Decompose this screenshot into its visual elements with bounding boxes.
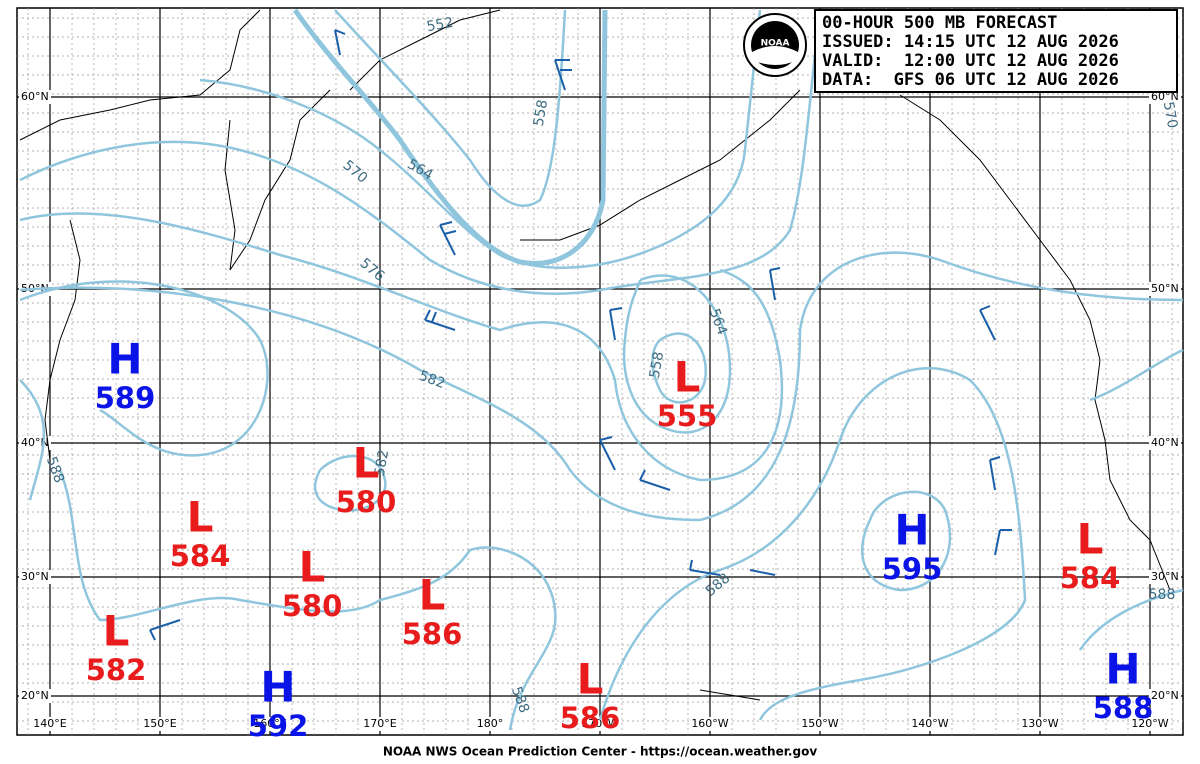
longitude-label: 150°E [143, 717, 176, 730]
center-value: 586 [402, 617, 463, 651]
footer: NOAA NWS Ocean Prediction Center - https… [383, 745, 817, 759]
label-bg [19, 570, 51, 584]
label-bg [1149, 436, 1181, 450]
height-contours [19, 8, 1184, 731]
logo: NOAA [743, 13, 807, 77]
label-bg [1149, 282, 1181, 296]
center-type: L [674, 353, 701, 402]
longitude-label: 180° [477, 717, 504, 730]
longitude-label: 120°W [1131, 717, 1168, 730]
latitude-label: 50°N [1151, 282, 1179, 295]
label-bg [470, 717, 510, 731]
contour-label: 570 [1160, 100, 1180, 129]
longitude-label: 130°W [1021, 717, 1058, 730]
header-box [814, 9, 1178, 93]
center-type: L [353, 439, 380, 488]
latitude-label: 60°N [21, 90, 49, 103]
label-bg [1130, 717, 1170, 731]
latitude-label: 20°N [21, 689, 49, 702]
label-bg [1149, 90, 1181, 104]
header-line: DATA: GFS 06 UTC 12 AUG 2026 [822, 70, 1119, 90]
center-value: 555 [657, 399, 718, 433]
latitude-label: 60°N [1151, 90, 1179, 103]
center-value: 592 [248, 709, 309, 743]
center-type: L [577, 655, 604, 704]
longitude-label: 170°W [581, 717, 618, 730]
latitude-label: 20°N [1151, 689, 1179, 702]
latitude-label: 40°N [21, 436, 49, 449]
center-type: H [107, 335, 142, 384]
label-bg [910, 717, 950, 731]
longitude-label: 170°E [363, 717, 396, 730]
longitude-label: 160°E [253, 717, 286, 730]
header-line: VALID: 12:00 UTC 12 AUG 2026 [822, 51, 1119, 71]
label-bg [580, 717, 620, 731]
center-value: 584 [1060, 561, 1121, 595]
label-bg [19, 689, 51, 703]
latitude-label: 30°N [21, 570, 49, 583]
contour-label: 588 [1149, 587, 1176, 603]
label-bg [30, 717, 70, 731]
center-type: L [419, 571, 446, 620]
label-bg [1149, 689, 1181, 703]
header-line: 00-HOUR 500 MB FORECAST [822, 13, 1057, 33]
center-type: H [260, 663, 295, 712]
wind-barbs [149, 29, 1012, 641]
center-type: H [1105, 645, 1140, 694]
center-value: 580 [282, 589, 343, 623]
label-bg [360, 717, 400, 731]
center-type: H [894, 506, 929, 555]
grid: 140°E 150°E 160°E 170°E 180° 170°W 160°W 150°W 1… [17, 8, 1183, 735]
center-type: L [1077, 515, 1104, 564]
center-type: L [103, 607, 130, 656]
label-bg [19, 90, 51, 104]
longitude-label: 140°W [911, 717, 948, 730]
center-value: 588 [1093, 691, 1154, 725]
center-type: L [299, 543, 326, 592]
center-value: 586 [560, 701, 621, 735]
center-type: L [187, 493, 214, 542]
label-bg [800, 717, 840, 731]
label-bg [690, 717, 730, 731]
longitude-label: 160°W [691, 717, 728, 730]
logo-text: NOAA [761, 39, 790, 49]
latitude-label: 40°N [1151, 436, 1179, 449]
center-value: 584 [170, 539, 231, 573]
header-line: ISSUED: 14:15 UTC 12 AUG 2026 [822, 32, 1119, 52]
contour-label: 552 [425, 15, 454, 35]
longitude-label: 140°E [33, 717, 66, 730]
longitude-label: 150°W [801, 717, 838, 730]
center-value: 595 [882, 552, 943, 586]
coastlines [19, 9, 1171, 701]
label-bg [250, 717, 290, 731]
label-bg [1020, 717, 1060, 731]
contour-label: 558 [531, 98, 551, 127]
center-value: 589 [95, 381, 156, 415]
contour-label: 558 [647, 350, 667, 379]
center-value: 580 [336, 485, 397, 519]
contour-label: 582 [372, 448, 392, 477]
center-value: 582 [86, 653, 147, 687]
label-bg [140, 717, 180, 731]
